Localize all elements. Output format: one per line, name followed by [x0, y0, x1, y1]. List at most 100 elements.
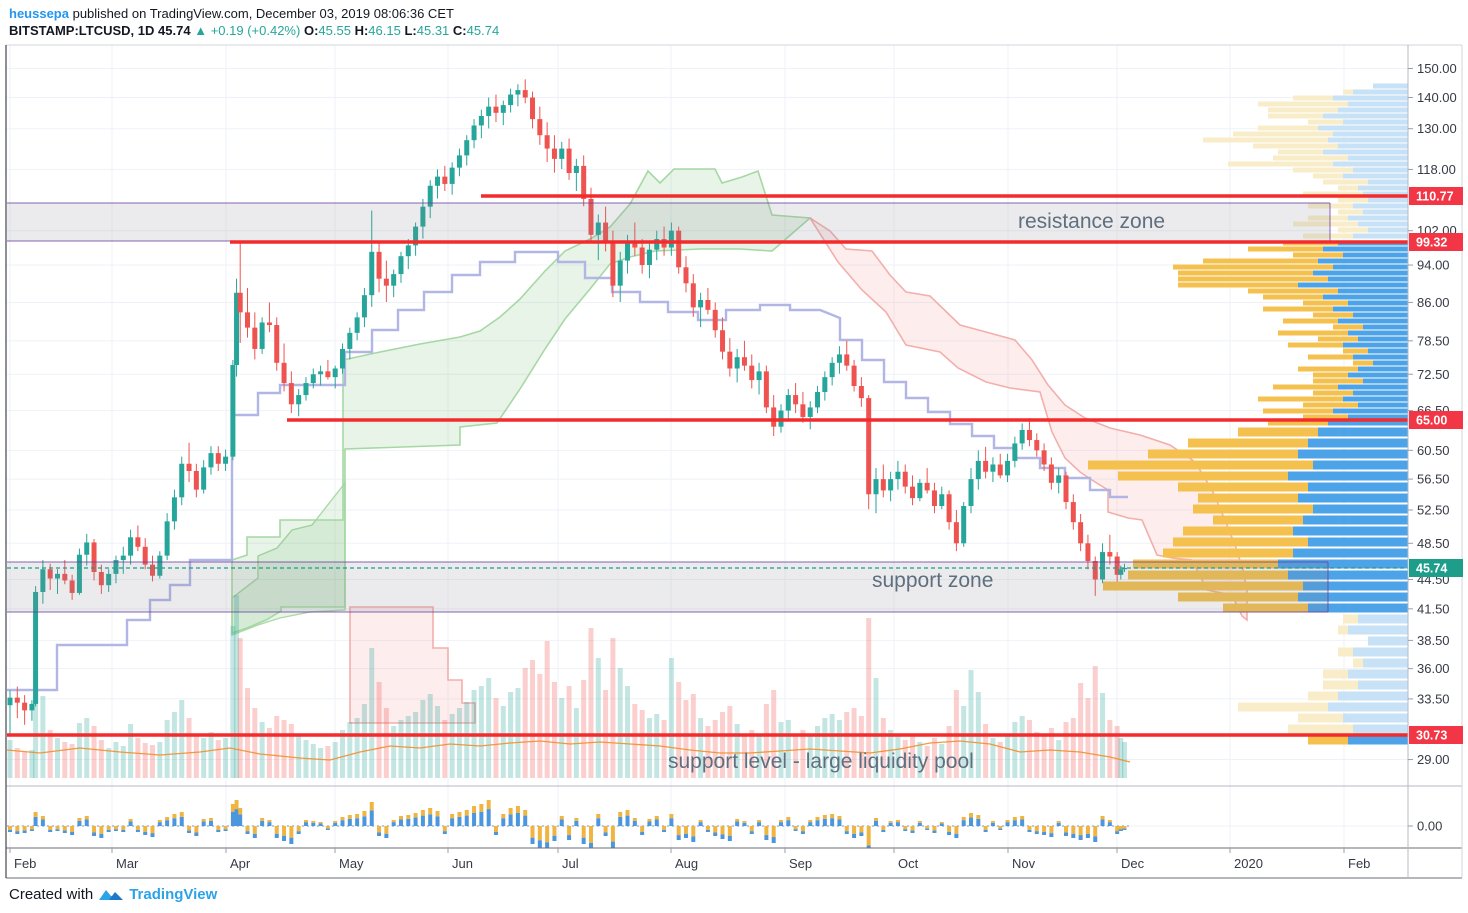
volume-bar — [1034, 732, 1040, 778]
osc-bar-blue — [691, 836, 696, 842]
profile-bar-blue — [1353, 312, 1408, 318]
osc-bar-blue — [157, 822, 162, 826]
osc-bar-blue — [757, 822, 762, 826]
osc-bar-yellow — [932, 826, 937, 831]
author-link[interactable]: heussepa — [9, 6, 69, 21]
volume-bar — [296, 734, 302, 778]
profile-bar-yellow — [1258, 396, 1343, 402]
candle-body — [281, 362, 287, 384]
volume-bar — [1026, 720, 1032, 778]
osc-bar-blue — [713, 832, 718, 836]
osc-bar-blue — [866, 845, 871, 848]
candle-body — [756, 371, 762, 381]
osc-bar-blue — [355, 818, 360, 826]
osc-bar-blue — [683, 833, 688, 838]
candle-body — [544, 135, 550, 149]
profile-bar-blue — [1333, 95, 1408, 101]
osc-bar-blue — [895, 822, 900, 826]
symbol-title[interactable]: BITSTAMP:LTCUSD, 1D — [9, 23, 155, 38]
osc-bar-yellow — [720, 826, 725, 835]
volume-bar — [1041, 734, 1047, 778]
profile-bar-blue — [1368, 227, 1408, 233]
profile-bar-blue — [1308, 603, 1408, 613]
profile-bar-blue — [1343, 713, 1408, 723]
axis-price-label-bg — [1409, 187, 1463, 205]
candle-body — [866, 398, 872, 495]
osc-bar-yellow — [252, 826, 257, 834]
osc-bar-blue — [442, 831, 447, 834]
tradingview-logo-icon[interactable] — [98, 887, 124, 903]
profile-bar-blue — [1343, 119, 1408, 125]
volume-bar — [793, 734, 799, 778]
candle-body — [230, 365, 236, 457]
volume-bar — [537, 674, 543, 778]
candle-body — [150, 564, 156, 576]
osc-bar-yellow — [362, 811, 367, 817]
osc-bar-yellow — [515, 806, 520, 813]
candle-body — [1005, 460, 1011, 476]
candle-body — [625, 241, 631, 261]
candle-body — [895, 471, 901, 480]
volume-bar — [997, 742, 1003, 778]
volume-bar — [530, 660, 536, 778]
profile-bar-blue — [1368, 179, 1408, 185]
volume-bar — [171, 712, 177, 778]
osc-bar-yellow — [903, 826, 908, 830]
volume-bar — [895, 734, 901, 778]
tradingview-link[interactable]: TradingView — [129, 886, 218, 903]
price-tick-label: 78.50 — [1417, 333, 1450, 348]
volume-bar — [858, 716, 864, 778]
osc-bar-yellow — [325, 826, 330, 829]
volume-bar — [683, 700, 689, 778]
osc-bar-blue — [976, 818, 981, 826]
osc-bar-yellow — [676, 826, 681, 836]
candle-body — [551, 148, 557, 159]
profile-bar-blue — [1353, 390, 1408, 396]
osc-bar-blue — [172, 818, 177, 826]
osc-bar-blue — [808, 822, 813, 826]
profile-bar-yellow — [1338, 197, 1368, 203]
candle-body — [1107, 552, 1113, 557]
osc-bar-blue — [574, 820, 579, 826]
volume-bar — [676, 682, 682, 778]
osc-bar-yellow — [150, 826, 155, 834]
volume-profile — [1088, 83, 1408, 745]
candle-body — [968, 479, 974, 506]
profile-bar-blue — [1288, 570, 1408, 580]
publish-text: published on TradingView.com, December 0… — [68, 6, 454, 21]
osc-bar-yellow — [347, 815, 352, 819]
volume-bar — [785, 720, 791, 778]
candle-body — [785, 395, 791, 411]
osc-bar-blue — [961, 820, 966, 826]
osc-bar-yellow — [1005, 820, 1010, 823]
volume-bar — [836, 720, 842, 778]
profile-bar-blue — [1348, 625, 1408, 635]
osc-bar-blue — [398, 819, 403, 826]
osc-bar-yellow — [1085, 826, 1090, 834]
price-tick-label: 150.00 — [1417, 61, 1457, 76]
volume-bar — [91, 726, 97, 778]
osc-bar-yellow — [917, 821, 922, 823]
volume-bar — [376, 682, 382, 778]
osc-bar-yellow — [311, 821, 316, 823]
candle-body — [917, 482, 923, 499]
osc-bar-yellow — [55, 826, 60, 830]
volume-bar — [1107, 720, 1113, 778]
osc-bar-yellow — [1020, 816, 1025, 820]
osc-bar-blue — [917, 822, 922, 826]
osc-bar-yellow — [77, 818, 82, 821]
osc-bar-yellow — [691, 826, 696, 837]
candle-body — [522, 90, 528, 98]
candle-body — [354, 317, 360, 333]
profile-bar-blue — [1298, 493, 1408, 503]
osc-bar-blue — [852, 833, 857, 838]
candle-body — [990, 464, 996, 472]
profile-bar-blue — [1363, 324, 1408, 330]
candle-body — [266, 322, 272, 326]
profile-bar-yellow — [1103, 581, 1303, 591]
osc-bar-yellow — [289, 826, 294, 838]
osc-bar-blue — [1049, 833, 1054, 837]
volume-bar — [566, 686, 572, 778]
